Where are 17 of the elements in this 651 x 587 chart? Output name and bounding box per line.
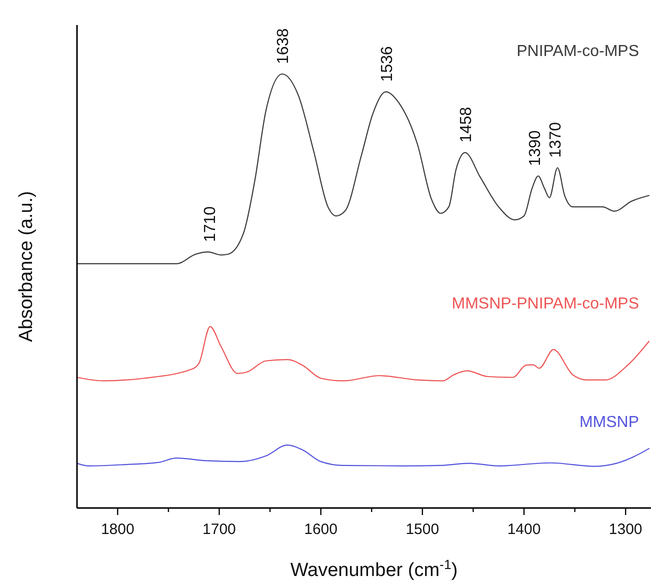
y-axis-title: Absorbance (a.u.) <box>16 190 37 342</box>
x-tick-label: 1700 <box>202 521 236 538</box>
annotation: 1536 <box>378 46 396 82</box>
series-label: MMSNP-PNIPAM-co-MPS <box>452 296 639 313</box>
x-tick-label: 1300 <box>608 521 642 538</box>
annotation: 1390 <box>527 130 544 166</box>
x-tick-label: 1500 <box>406 521 440 538</box>
x-axis-title: Wavenumber (cm$^{-1}$) <box>290 556 458 581</box>
annotation: 1710 <box>202 206 220 242</box>
annotation: 1370 <box>547 122 564 158</box>
x-tick-label: 1600 <box>304 521 338 538</box>
text: PNIPAM-co-MPS <box>516 43 639 60</box>
annotation: 1638 <box>275 28 292 64</box>
x-tick-label: 1800 <box>100 521 134 538</box>
x-tick-label: 1400 <box>507 521 541 538</box>
series-label: MMSNP <box>579 414 639 432</box>
annotation: 1458 <box>458 106 476 143</box>
